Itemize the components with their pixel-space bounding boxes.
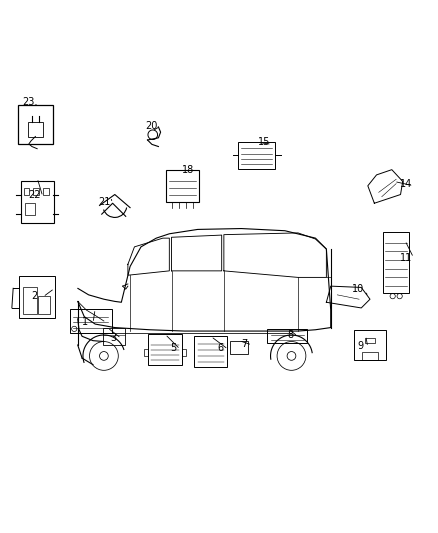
Bar xyxy=(353,330,385,360)
Text: 10: 10 xyxy=(351,284,363,294)
Text: 8: 8 xyxy=(286,330,293,340)
Text: 2: 2 xyxy=(31,291,37,301)
Bar xyxy=(25,203,35,215)
Bar xyxy=(33,188,39,196)
Bar xyxy=(364,338,374,343)
Bar xyxy=(267,329,306,343)
Bar xyxy=(194,336,227,367)
Bar xyxy=(238,142,274,169)
Bar xyxy=(38,296,50,314)
Bar xyxy=(230,341,247,354)
Text: 7: 7 xyxy=(241,338,247,349)
Bar xyxy=(19,276,55,318)
Text: 21: 21 xyxy=(99,197,111,207)
Text: 5: 5 xyxy=(170,343,176,353)
Text: 20: 20 xyxy=(145,121,158,131)
Bar xyxy=(70,309,111,333)
Text: 11: 11 xyxy=(399,253,411,263)
Text: 14: 14 xyxy=(399,180,411,190)
Text: 22: 22 xyxy=(28,190,40,200)
Bar xyxy=(166,170,198,201)
Bar xyxy=(181,350,185,356)
Text: 23: 23 xyxy=(23,96,35,107)
Text: 1: 1 xyxy=(82,317,88,327)
Bar xyxy=(43,188,48,196)
Text: 6: 6 xyxy=(217,343,223,353)
Bar xyxy=(24,188,29,196)
Bar xyxy=(147,334,182,365)
Bar xyxy=(28,122,43,136)
Bar xyxy=(23,287,37,314)
Text: 3: 3 xyxy=(110,333,116,343)
Bar xyxy=(18,105,53,144)
Text: 9: 9 xyxy=(356,341,362,351)
Bar xyxy=(361,352,377,360)
Bar xyxy=(382,232,408,293)
Text: 15: 15 xyxy=(258,137,270,147)
Bar xyxy=(103,328,124,344)
Bar xyxy=(21,181,53,223)
Bar xyxy=(144,350,148,356)
Text: 18: 18 xyxy=(181,165,193,175)
